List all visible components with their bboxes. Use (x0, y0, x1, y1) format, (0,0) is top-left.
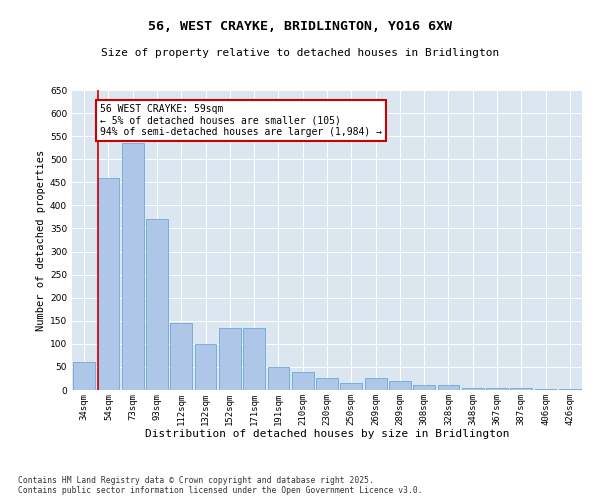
Bar (486, 388, 508, 390)
Text: 56, WEST CRAYKE, BRIDLINGTON, YO16 6XW: 56, WEST CRAYKE, BRIDLINGTON, YO16 6XW (148, 20, 452, 33)
Y-axis label: Number of detached properties: Number of detached properties (36, 150, 46, 330)
Text: Size of property relative to detached houses in Bridlington: Size of property relative to detached ho… (101, 48, 499, 58)
X-axis label: Distribution of detached houses by size in Bridlington: Distribution of detached houses by size … (145, 429, 509, 439)
Bar (340, 383, 362, 390)
Bar (194, 344, 217, 390)
Text: Contains HM Land Registry data © Crown copyright and database right 2025.
Contai: Contains HM Land Registry data © Crown c… (18, 476, 422, 495)
Bar (243, 328, 265, 390)
Bar (73, 362, 95, 390)
Bar (413, 386, 435, 390)
Bar (535, 389, 556, 390)
Bar (268, 367, 289, 390)
Bar (365, 378, 386, 390)
Bar (316, 378, 338, 390)
Bar (170, 323, 192, 390)
Bar (462, 388, 484, 390)
Bar (219, 328, 241, 390)
Bar (97, 178, 119, 390)
Bar (559, 389, 581, 390)
Text: 56 WEST CRAYKE: 59sqm
← 5% of detached houses are smaller (105)
94% of semi-deta: 56 WEST CRAYKE: 59sqm ← 5% of detached h… (100, 104, 382, 137)
Bar (122, 143, 143, 390)
Bar (389, 381, 411, 390)
Bar (146, 219, 168, 390)
Bar (511, 388, 532, 390)
Bar (437, 386, 460, 390)
Bar (292, 372, 314, 390)
